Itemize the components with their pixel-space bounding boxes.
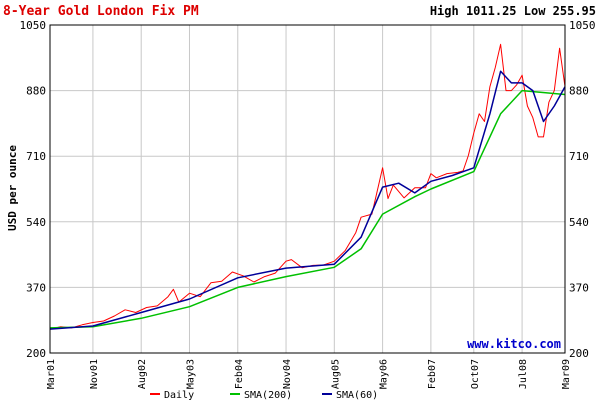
x-tick-label-1: Nov01 xyxy=(89,359,100,389)
y-tick-label-right-2: 540 xyxy=(569,216,589,229)
y-tick-label-left-5: 1050 xyxy=(20,19,47,32)
legend-label-0: Daily xyxy=(164,390,194,400)
series-line-daily xyxy=(49,43,566,330)
series-line-sma-200 xyxy=(49,89,566,329)
x-tick-label-4: Feb04 xyxy=(234,359,245,389)
y-tick-label-left-2: 540 xyxy=(26,216,46,229)
x-tick-label-0: Mar01 xyxy=(46,359,57,389)
legend-label-1: SMA(200) xyxy=(244,390,292,400)
y-tick-label-right-3: 710 xyxy=(569,150,589,163)
legend: Daily SMA(200) SMA(60) xyxy=(150,390,378,400)
watermark: www.kitco.com xyxy=(467,337,561,351)
y-axis-label: USD per ounce xyxy=(6,145,19,231)
x-tick-label-5: Nov04 xyxy=(282,359,293,389)
y-tick-label-left-4: 880 xyxy=(26,85,46,98)
y-tick-label-left-1: 370 xyxy=(26,281,46,294)
y-tick-label-right-5: 1050 xyxy=(569,19,596,32)
series-line-sma-60 xyxy=(49,70,566,330)
x-tick-label-8: Feb07 xyxy=(427,359,438,389)
y-tick-labels: 200 200 370 370 540 540 710 710 880 880 1050 1050 xyxy=(20,19,596,360)
y-tick-label-left-0: 200 xyxy=(26,347,46,360)
y-tick-label-right-1: 370 xyxy=(569,281,589,294)
legend-label-2: SMA(60) xyxy=(336,390,378,400)
x-tick-label-2: Aug02 xyxy=(137,359,148,389)
chart-title: 8-Year Gold London Fix PM xyxy=(3,4,199,19)
x-tick-labels: Mar01 Nov01 Aug02 May03 Feb04 Nov04 Aug05 May06… xyxy=(46,359,572,389)
x-tick-label-10: Jul08 xyxy=(518,359,529,389)
y-tick-label-right-4: 880 xyxy=(569,85,589,98)
y-tick-label-left-3: 710 xyxy=(26,150,46,163)
x-tick-label-7: May06 xyxy=(379,359,390,389)
x-tick-label-3: May03 xyxy=(185,359,196,389)
x-tick-label-11: Mar09 xyxy=(561,359,572,389)
series-lines xyxy=(49,43,566,330)
high-low-readout: High 1011.25 Low 255.95 xyxy=(430,4,596,18)
x-tick-label-6: Aug05 xyxy=(330,359,341,389)
x-tick-label-9: Oct07 xyxy=(470,359,481,389)
plot-frame xyxy=(49,24,566,354)
y-tick-label-right-0: 200 xyxy=(569,347,589,360)
